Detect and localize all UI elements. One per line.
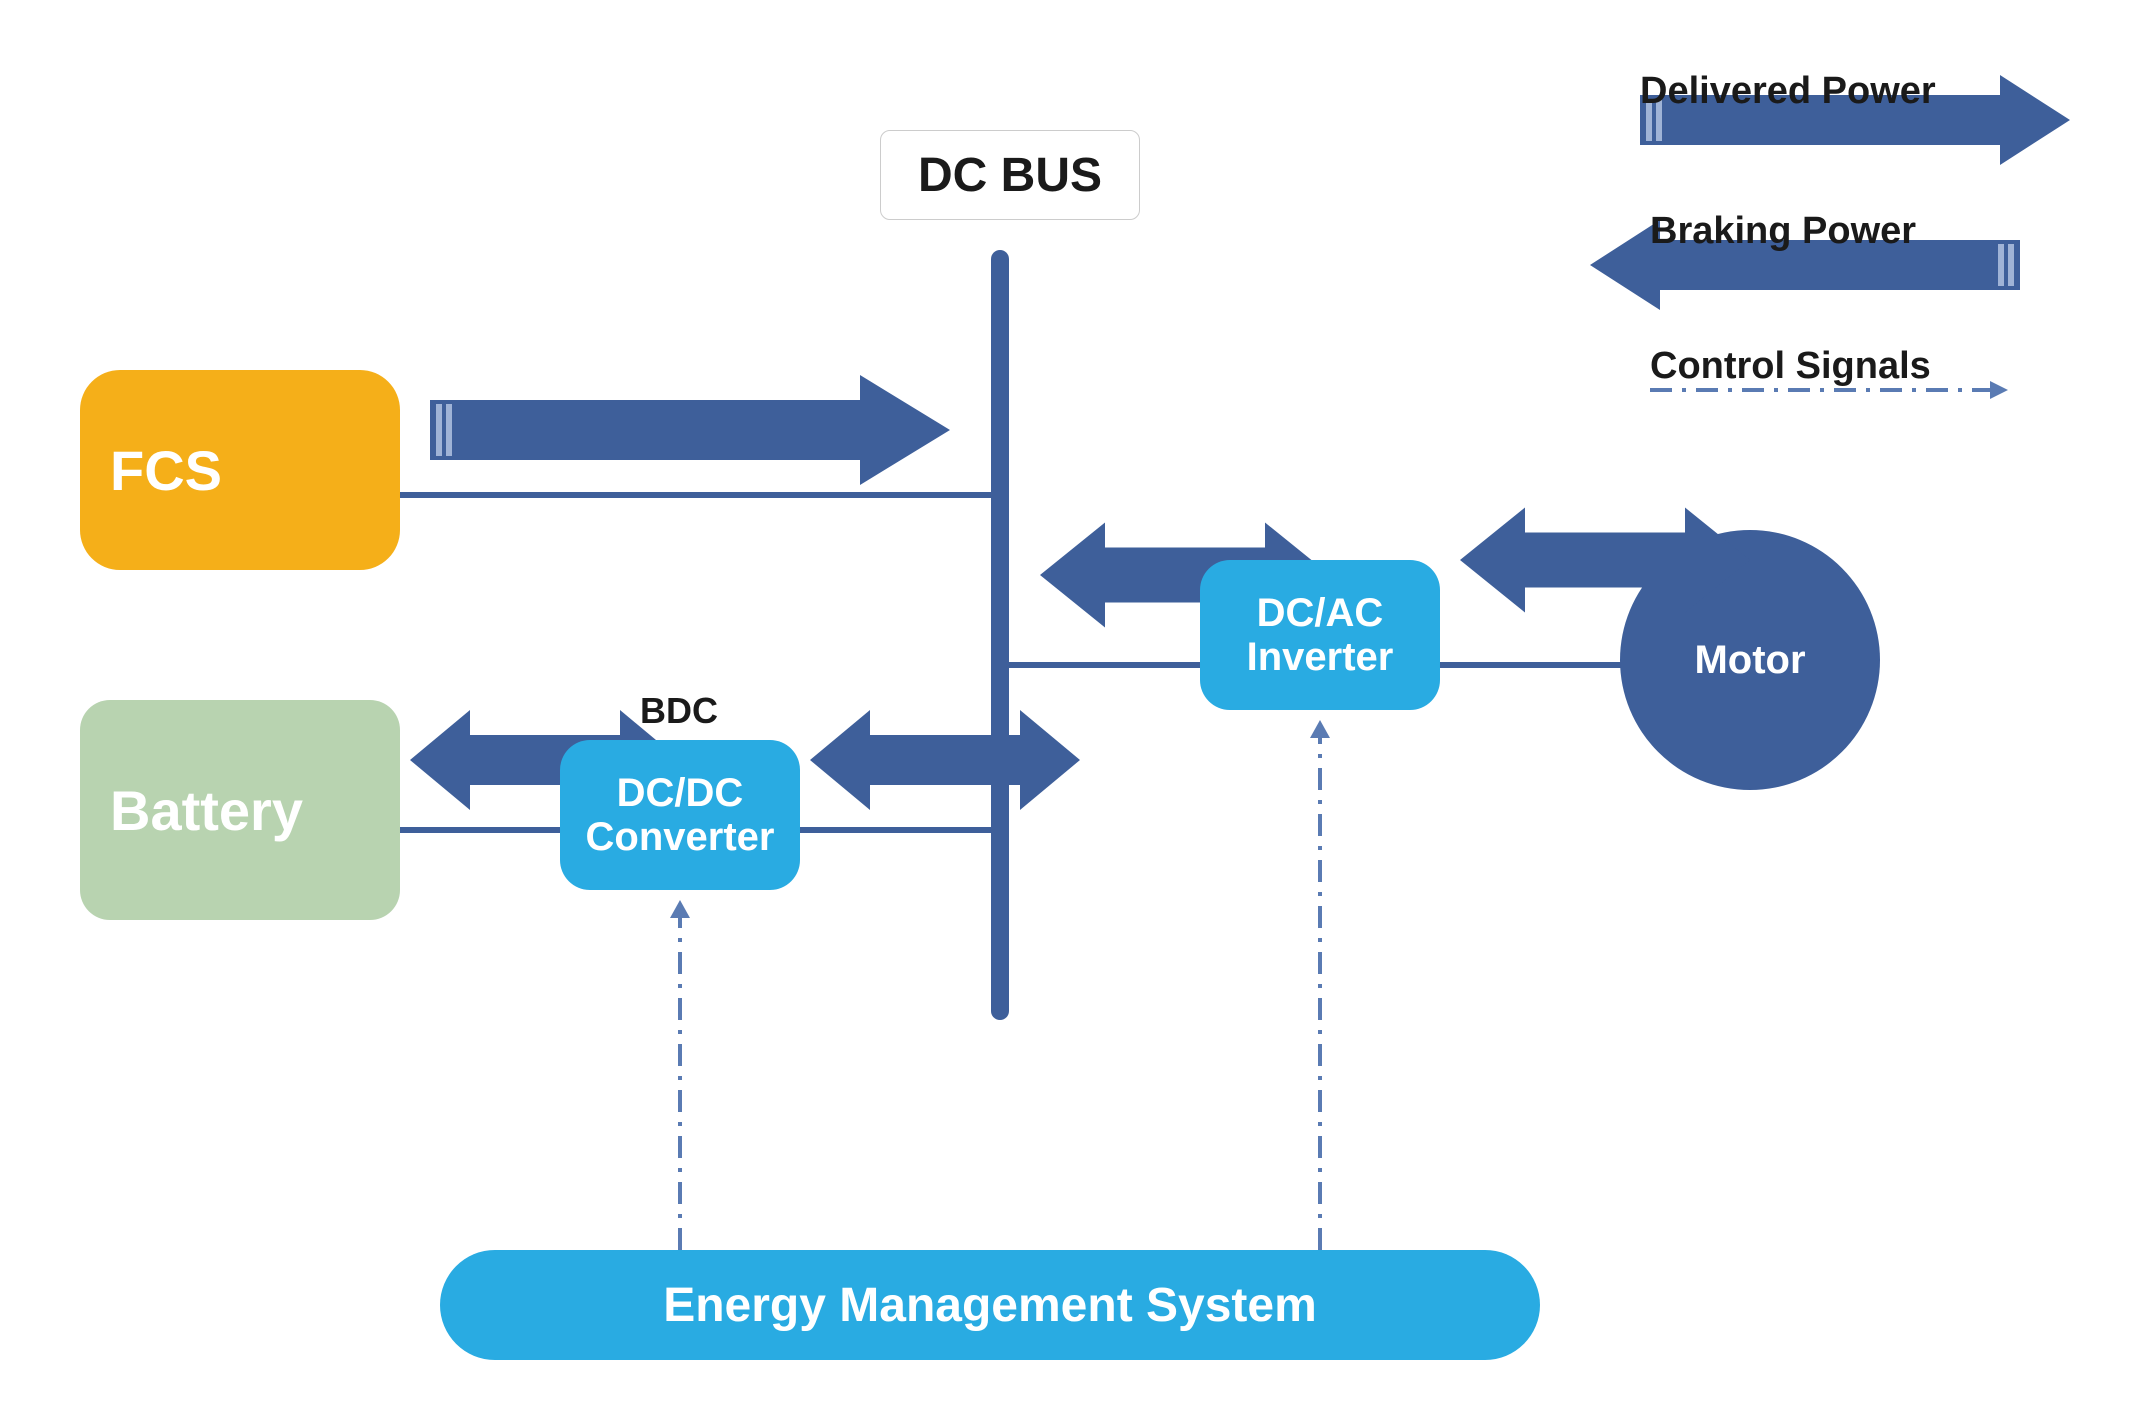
dc-bus-label-text: DC BUS — [918, 148, 1102, 203]
dc-ac-inverter-block: DC/AC Inverter — [1200, 560, 1440, 710]
fcs-block: FCS — [80, 370, 400, 570]
legend-delivered-power-label: Delivered Power — [1640, 70, 1936, 113]
dc-bus-bar — [991, 250, 1009, 1020]
motor-label-container: Motor — [1620, 530, 1880, 790]
dc-dc-converter-label: DC/DC Converter — [586, 771, 775, 859]
ems-label: Energy Management System — [663, 1278, 1317, 1333]
motor-label: Motor — [1694, 638, 1805, 683]
bdc-label: BDC — [640, 690, 718, 732]
legend-control-signal-arrowhead — [1990, 381, 2008, 399]
legend-control-signals-label: Control Signals — [1650, 345, 1931, 388]
control-line-ems-to-converter-head — [670, 900, 690, 918]
control-line-ems-to-inverter-head — [1310, 720, 1330, 738]
fcs-label: FCS — [110, 438, 222, 503]
dc-ac-inverter-label: DC/AC Inverter — [1247, 591, 1394, 679]
dc-bus-label-box: DC BUS — [880, 130, 1140, 220]
legend-braking-power-label: Braking Power — [1650, 210, 1916, 253]
battery-label: Battery — [110, 778, 303, 843]
arrow-converter-bus-bidirectional — [810, 710, 1080, 810]
dc-dc-converter-block: DC/DC Converter — [560, 740, 800, 890]
arrow-fcs-delivered-power — [430, 375, 950, 485]
energy-management-system-block: Energy Management System — [440, 1250, 1540, 1360]
battery-block: Battery — [80, 700, 400, 920]
diagram-stage: DC BUS FCS Battery DC/DC Converter DC/AC… — [0, 0, 2129, 1420]
